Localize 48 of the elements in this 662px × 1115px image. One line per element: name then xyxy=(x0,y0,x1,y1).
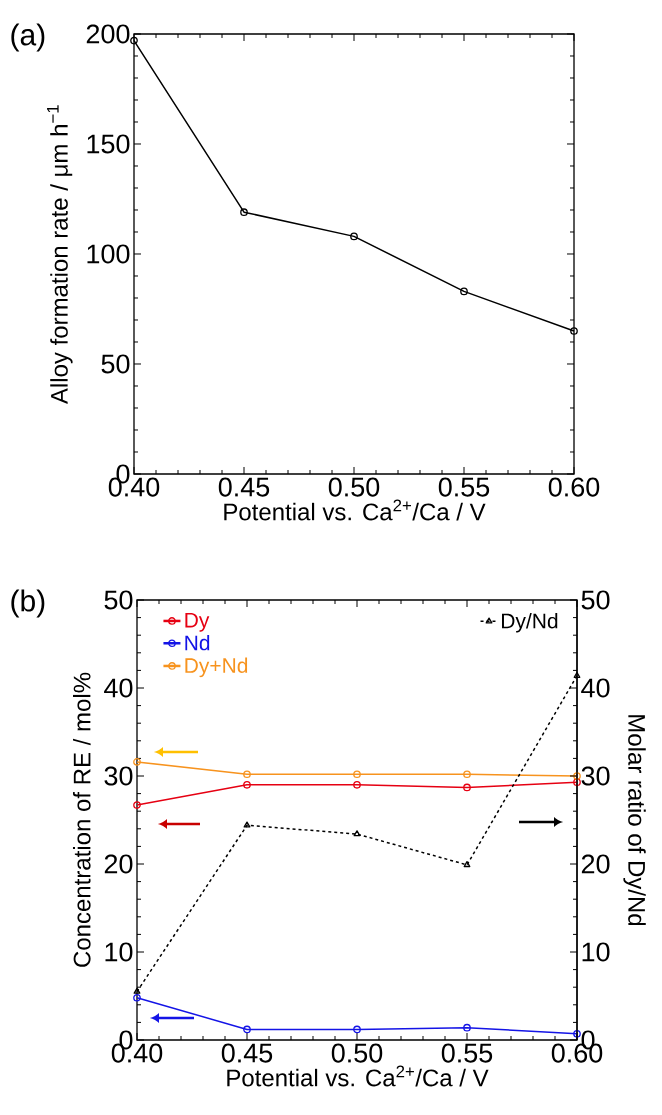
x-tick-label: 0.45 xyxy=(218,477,270,497)
legend-label: Nd xyxy=(185,634,210,651)
x-axis-title: Potential vs. Ca$^{2+}$/Ca / V xyxy=(224,499,486,521)
y-axis-title: Alloy formation rate / μm h$^{−1}$ xyxy=(47,105,73,405)
point xyxy=(243,1025,251,1034)
y-tick-label: 30 xyxy=(104,766,133,786)
point xyxy=(460,287,468,296)
point xyxy=(243,770,251,779)
y2-tick-label: 20 xyxy=(581,854,610,874)
x-tick-label: 0.45 xyxy=(221,1043,273,1063)
point xyxy=(243,821,251,828)
chart-title: (b) xyxy=(11,589,45,618)
x-tick-label: 0.60 xyxy=(548,477,600,497)
x-tick-label: 0.55 xyxy=(441,1043,493,1063)
y-tick-label: 20 xyxy=(104,854,133,874)
x-tick-label: 0.55 xyxy=(438,477,490,497)
point xyxy=(463,1023,471,1032)
y2-tick-label: 50 xyxy=(581,590,610,610)
y-tick-label: 200 xyxy=(86,24,130,44)
y2-tick-label: 40 xyxy=(581,678,610,698)
x-tick-label: 0.50 xyxy=(328,477,380,497)
point xyxy=(353,830,361,837)
point xyxy=(350,232,358,241)
point xyxy=(353,770,361,779)
legend-label: Dy xyxy=(185,612,210,632)
point xyxy=(133,987,141,994)
point xyxy=(353,1025,361,1034)
point xyxy=(240,208,248,217)
y-tick-label: 150 xyxy=(87,134,130,154)
x-tick-label: 0.50 xyxy=(331,1043,383,1063)
point xyxy=(243,780,251,789)
chart-title: (a) xyxy=(11,23,45,52)
y2-tick-label: 30 xyxy=(581,766,610,786)
x-axis-title: Potential vs. Ca$^{2+}$/Ca / V xyxy=(227,1065,489,1087)
legend-label: Dy/Nd xyxy=(502,612,558,633)
y2-tick-label: 10 xyxy=(582,942,610,962)
y-tick-label: 50 xyxy=(104,590,133,610)
point xyxy=(353,780,361,789)
point xyxy=(463,783,471,792)
legend-label: Dy+Nd xyxy=(185,657,248,678)
y-tick-label: 10 xyxy=(105,942,133,962)
y-tick-label: 40 xyxy=(104,678,133,698)
y-axis-title: Concentration of RE / mol% xyxy=(72,672,91,967)
point xyxy=(463,770,471,779)
point xyxy=(463,861,471,868)
y2-axis-title: Molar ratio of Dy/Nd xyxy=(623,715,646,926)
y-tick-label: 50 xyxy=(101,354,130,374)
y-tick-label: 100 xyxy=(87,244,130,264)
